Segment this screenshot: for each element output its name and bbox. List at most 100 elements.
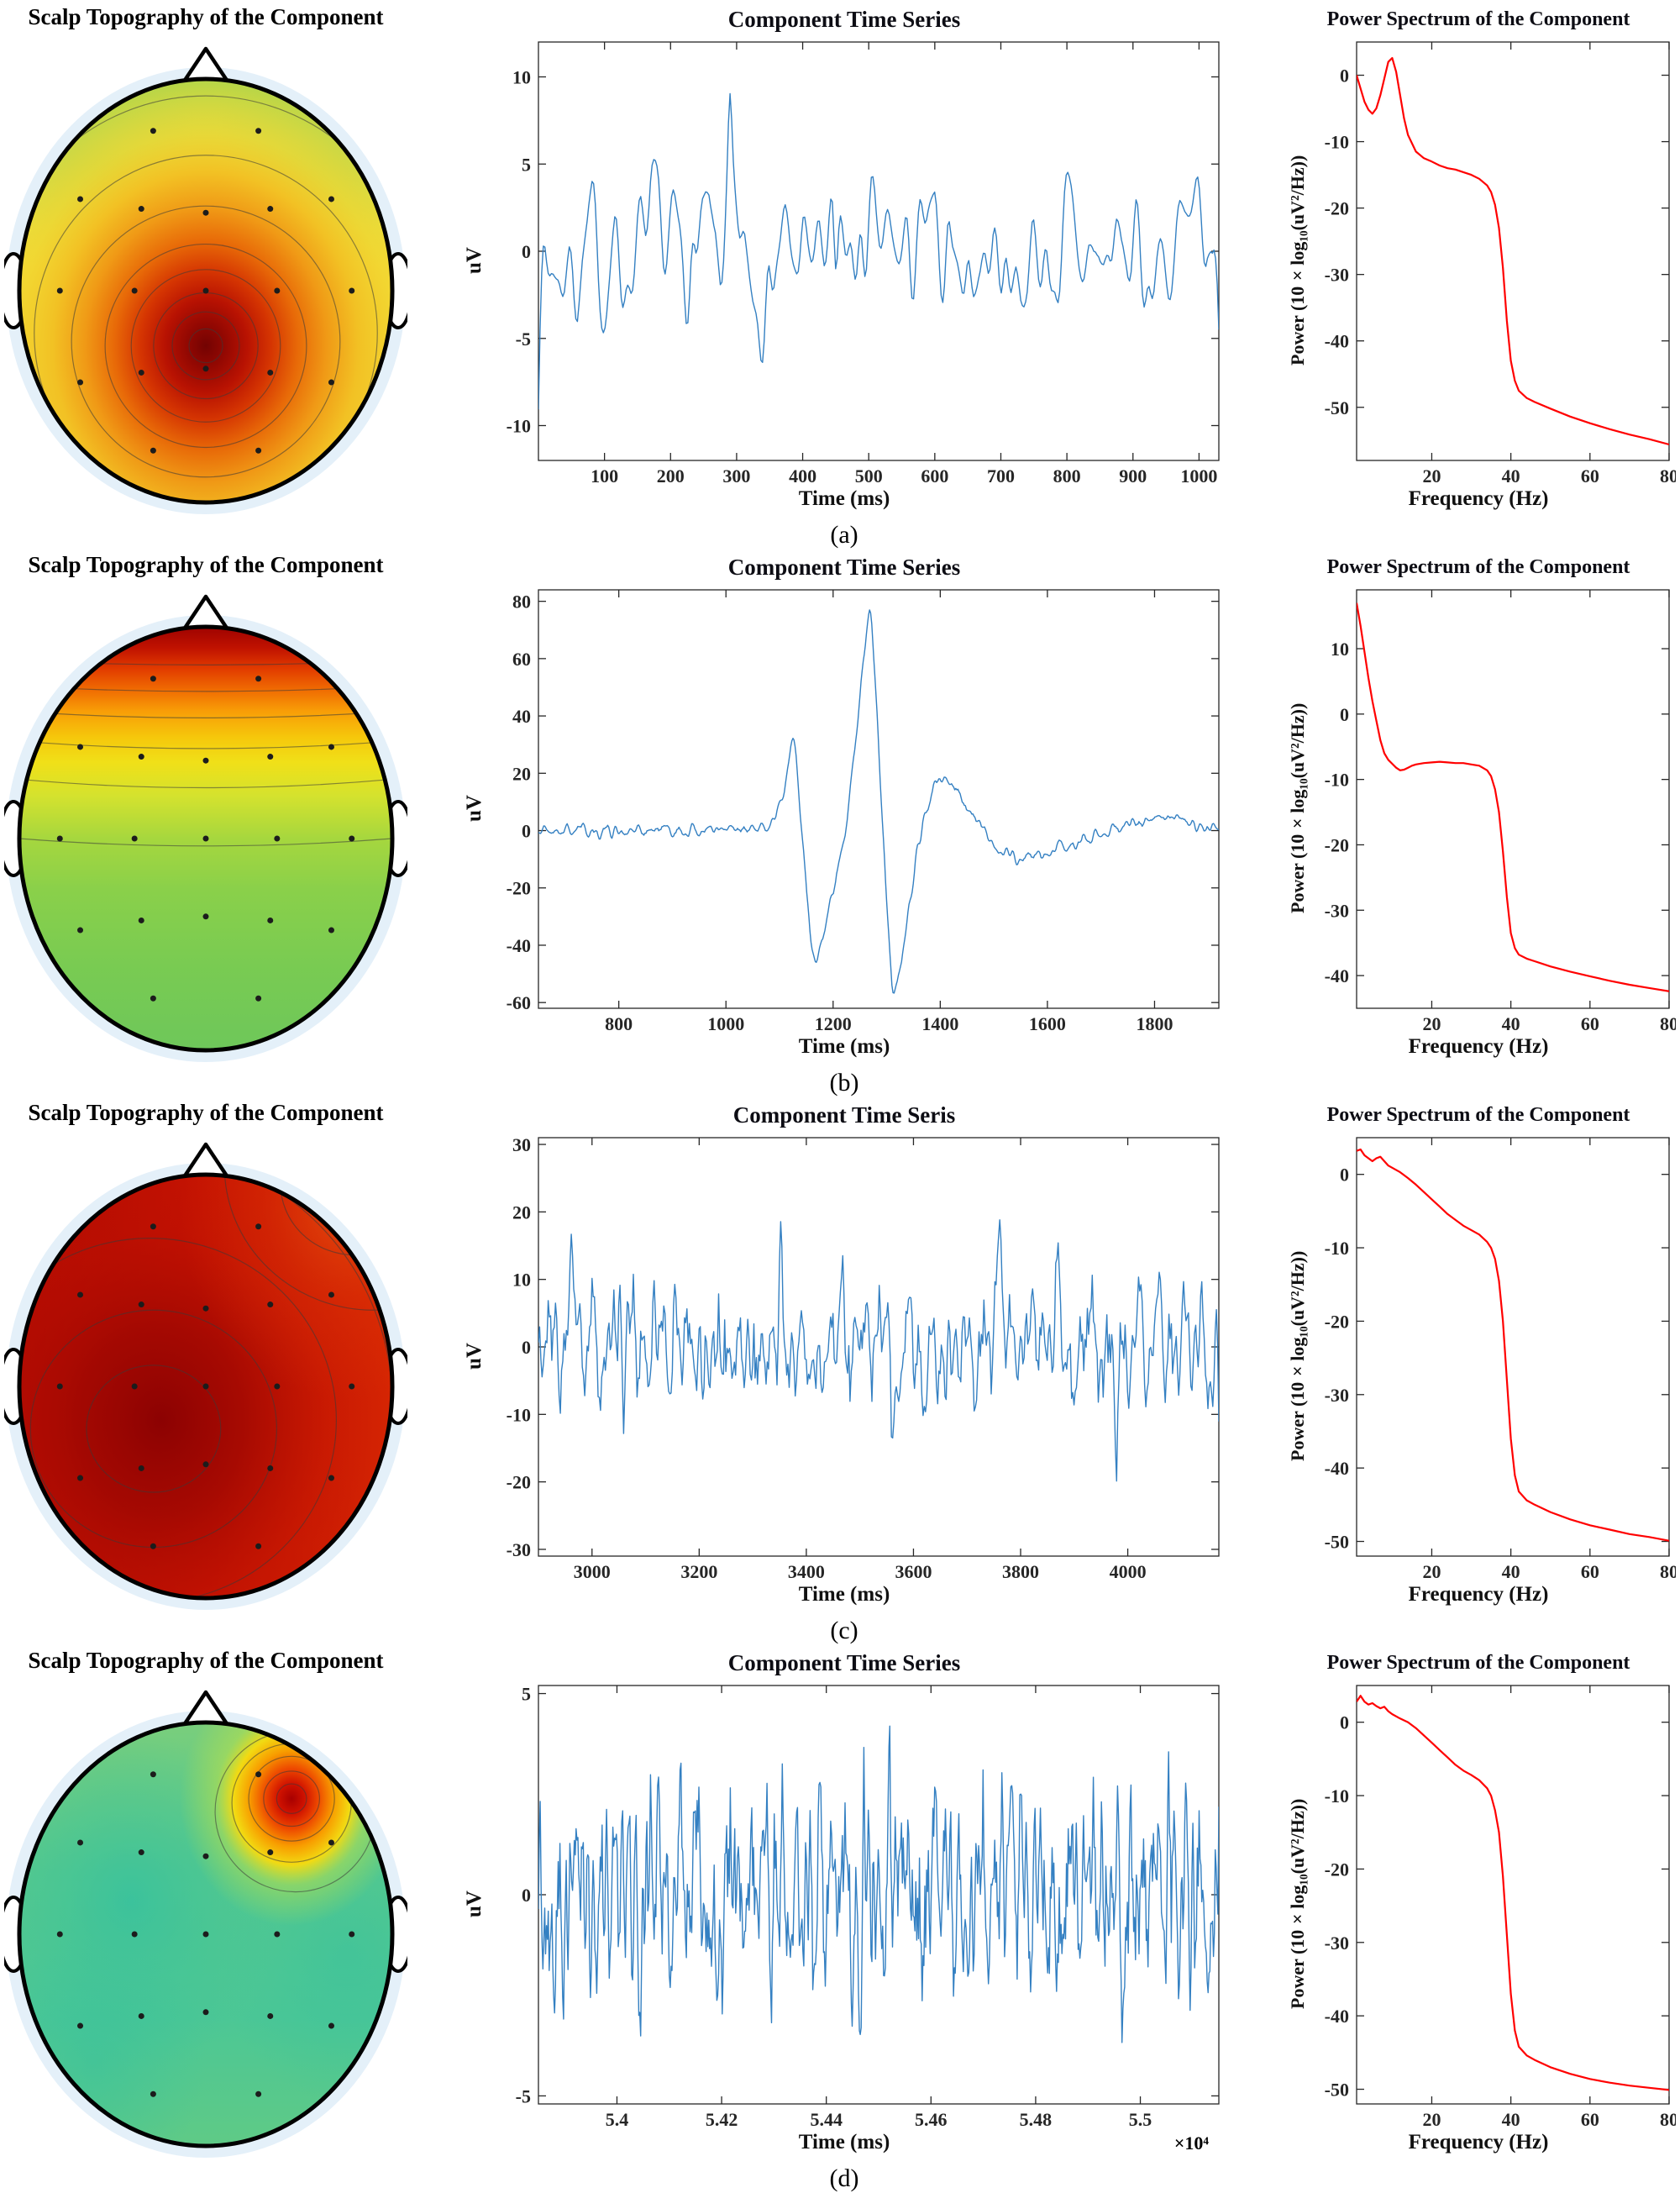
- svg-text:80: 80: [512, 592, 531, 613]
- data-line: [1357, 56, 1669, 446]
- spectrum-panel-a: Power Spectrum of the Component Power (1…: [1277, 0, 1680, 550]
- subfigure-caption: (b): [829, 1069, 859, 1096]
- svg-text:60: 60: [512, 649, 531, 670]
- svg-text:60: 60: [1581, 465, 1599, 486]
- scalp-topography-panel-b: Scalp Topography of the Component: [0, 548, 412, 1097]
- svg-text:3600: 3600: [895, 1561, 932, 1582]
- data-line: [1357, 602, 1669, 992]
- timeseries-chart: 100 200 300 400 500 600 700 800 900 1000 -10 -5 0 5 10: [507, 41, 1220, 487]
- subfigure-caption: (a): [830, 521, 858, 549]
- svg-text:0: 0: [1340, 1712, 1349, 1733]
- scalp-topography-map: [4, 46, 407, 514]
- svg-text:-40: -40: [1325, 2006, 1349, 2027]
- chart-title: Component Time Series: [727, 1649, 961, 1675]
- head-outline: [17, 76, 395, 505]
- svg-text:0: 0: [1340, 1165, 1349, 1186]
- svg-text:1800: 1800: [1136, 1013, 1173, 1034]
- plot-body: uV 100 200 300 400 500 600 700 800 900 1000 -10 -5 0…: [459, 34, 1229, 487]
- scalp-topography-map: [4, 1690, 407, 2158]
- svg-text:3000: 3000: [574, 1561, 611, 1582]
- svg-text:-10: -10: [507, 1404, 531, 1425]
- topography-title: Scalp Topography of the Component: [28, 1100, 384, 1125]
- x-axis-strip: Frequency (Hz): [1298, 487, 1659, 513]
- tick-marks: [538, 42, 1219, 460]
- x-axis-strip: Time (ms): [475, 487, 1214, 513]
- svg-text:60: 60: [1581, 1561, 1599, 1582]
- electrode-dots: [56, 127, 355, 454]
- chart-title: Component Time Series: [727, 6, 961, 32]
- svg-text:40: 40: [1502, 1561, 1520, 1582]
- svg-text:80: 80: [1660, 465, 1676, 486]
- svg-text:20: 20: [1422, 2109, 1441, 2130]
- svg-text:20: 20: [1422, 1561, 1441, 1582]
- svg-text:60: 60: [1581, 1013, 1599, 1034]
- plot-box: [1356, 41, 1670, 461]
- tick-labels: 20 40 60 80 0 -10 -20 -30 -40 -50: [1325, 66, 1676, 486]
- svg-text:40: 40: [1502, 1013, 1520, 1034]
- svg-text:-5: -5: [516, 329, 531, 350]
- chart-title: Component Time Series: [727, 554, 961, 580]
- svg-text:0: 0: [522, 1337, 531, 1358]
- svg-text:-40: -40: [1325, 331, 1349, 352]
- svg-text:700: 700: [987, 465, 1015, 486]
- spectrum-panel-c: Power Spectrum of the Component Power (1…: [1277, 1096, 1680, 1645]
- svg-text:-10: -10: [507, 416, 531, 437]
- chart-title: Power Spectrum of the Component: [1326, 8, 1630, 30]
- svg-text:5.42: 5.42: [706, 2109, 738, 2130]
- y-axis-label: Power (10×log₁₀(uV²/Hz)): [1287, 702, 1308, 914]
- tick-labels: 100 200 300 400 500 600 700 800 900 1000 -10 -5 0 5 10: [507, 67, 1218, 487]
- svg-text:5: 5: [522, 154, 531, 175]
- x-axis-label: Frequency (Hz): [1408, 2131, 1549, 2154]
- svg-text:-20: -20: [1325, 834, 1349, 855]
- svg-text:900: 900: [1119, 465, 1147, 486]
- svg-text:-60: -60: [507, 992, 531, 1013]
- svg-text:1600: 1600: [1029, 1013, 1066, 1034]
- plot-box: [1356, 589, 1670, 1009]
- svg-text:200: 200: [657, 465, 685, 486]
- svg-text:100: 100: [591, 465, 618, 486]
- plot-body: uV 3000 3200 3400 3600 3800 4000 -30 -20 -10 0 10 2…: [459, 1129, 1229, 1583]
- head-outline: [17, 624, 395, 1053]
- svg-text:20: 20: [512, 1202, 531, 1223]
- svg-text:20: 20: [1422, 1013, 1441, 1034]
- y-axis-label: uV: [463, 247, 486, 274]
- chart-title: Power Spectrum of the Component: [1326, 1103, 1630, 1126]
- svg-text:5.44: 5.44: [810, 2109, 843, 2130]
- timeseries-chart: 800 1000 1200 1400 1600 1800 -60 -40 -20 0 20 40 60 8…: [507, 589, 1220, 1034]
- tick-marks: [1357, 1686, 1670, 2104]
- y-axis-label: uV: [463, 1343, 486, 1370]
- y-axis-label: uV: [463, 1891, 486, 1917]
- x-axis-strip: Frequency (Hz): [1298, 1583, 1659, 1608]
- chart-title: Component Time Seris: [732, 1102, 956, 1128]
- svg-text:1000: 1000: [707, 1013, 744, 1034]
- svg-text:40: 40: [1502, 2109, 1520, 2130]
- data-line: [538, 609, 1219, 994]
- svg-text:5: 5: [522, 1684, 531, 1705]
- timeseries-panel-b: Component Time Series uV 800 1000 1200 1400…: [412, 548, 1277, 1097]
- svg-text:-20: -20: [507, 878, 531, 899]
- plot-box: [538, 41, 1220, 461]
- svg-text:-10: -10: [1325, 132, 1349, 153]
- x-axis-strip: Frequency (Hz): [1298, 2131, 1659, 2156]
- timeseries-panel-d: Component Time Series uV 5.4 5.42 5.44 5.46…: [412, 1643, 1277, 2193]
- svg-text:40: 40: [1502, 465, 1520, 486]
- svg-text:-50: -50: [1325, 2080, 1349, 2101]
- svg-text:-30: -30: [507, 1539, 531, 1560]
- data-line: [1357, 1148, 1669, 1542]
- spectrum-chart: 20 40 60 80 0 -10 -20 -30 -40 -50: [1325, 41, 1676, 486]
- x-axis-label: Time (ms): [798, 2131, 890, 2154]
- svg-text:-30: -30: [1325, 900, 1349, 921]
- svg-text:-50: -50: [1325, 1532, 1349, 1553]
- chart-title: Power Spectrum of the Component: [1326, 1651, 1630, 1674]
- svg-text:400: 400: [789, 465, 816, 486]
- svg-text:5.46: 5.46: [915, 2109, 948, 2130]
- spectrum-chart: 20 40 60 80 0 -10 -20 -30 -40 -50: [1325, 1685, 1676, 2130]
- svg-text:-40: -40: [507, 935, 531, 956]
- tick-marks: [1357, 1138, 1670, 1556]
- svg-text:-40: -40: [1325, 965, 1349, 986]
- subfigure-caption: (c): [830, 1617, 858, 1644]
- svg-text:-50: -50: [1325, 397, 1349, 418]
- data-line: [538, 92, 1219, 410]
